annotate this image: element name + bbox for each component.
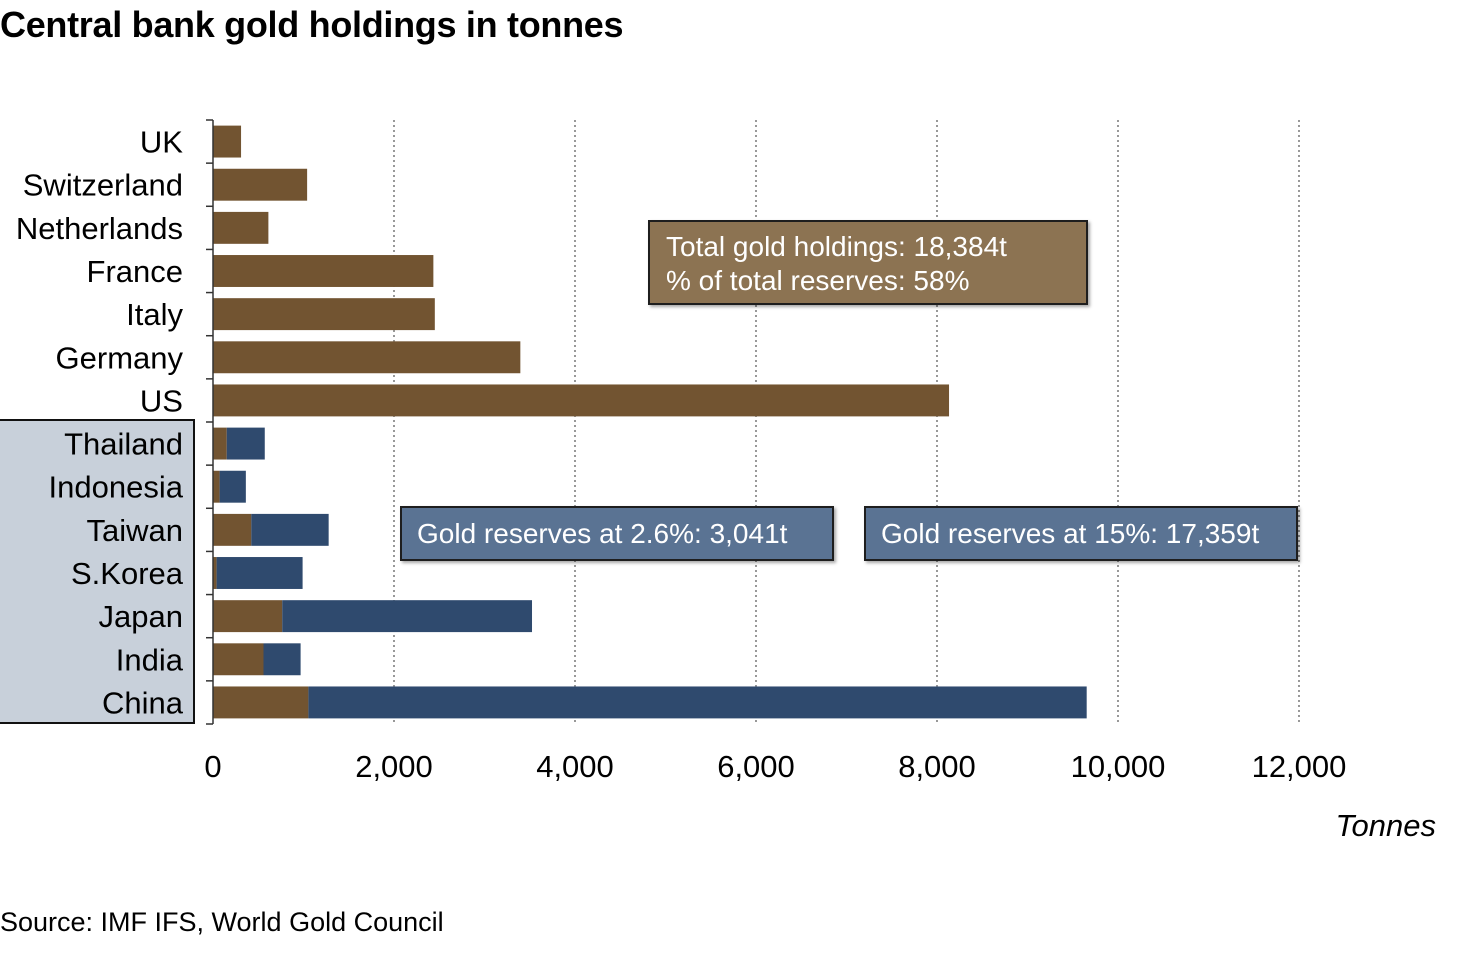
bar-segment [219,470,246,503]
labels: 0 2,000 4,000 6,000 8,000 10,000 12,000 UK Switz… [16,125,1347,784]
bar-segment [213,298,435,331]
bar-segment [216,557,303,589]
bar-segment [213,686,309,719]
bar-segment [282,600,533,633]
reserves-share-text: % of total reserves: 58% [666,265,970,296]
x-tick-label: 8,000 [898,749,976,784]
category-label: Indonesia [49,470,184,505]
bar-segment [213,341,521,374]
low-reserves-text: Gold reserves at 2.6%: 3,041t [417,518,788,549]
category-label: US [140,383,183,418]
gridlines [393,120,1300,724]
bar-segment [213,211,269,244]
x-tick-label: 12,000 [1252,749,1347,784]
category-label: China [102,685,184,720]
x-tick-label: 4,000 [536,749,614,784]
x-tick-label: 0 [204,749,221,784]
category-label: Germany [56,340,184,375]
category-label: UK [140,125,183,160]
bar-segment [263,643,301,676]
bar-segment [213,125,242,158]
bar-segment [213,427,227,460]
bars [213,125,1087,719]
category-label: Japan [99,599,183,634]
bar-segment [213,513,252,546]
bar-segment [213,255,434,287]
highlight-panel [0,419,195,724]
category-label: Switzerland [23,168,183,203]
chart-title: Central bank gold holdings in tonnes [0,4,624,45]
bar-segment [213,470,220,503]
category-label: S.Korea [71,556,184,591]
x-tick-label: 2,000 [355,749,433,784]
category-label: Netherlands [16,211,183,246]
x-axis-label: Tonnes [1335,808,1436,843]
high-reserves-text: Gold reserves at 15%: 17,359t [881,518,1260,549]
bar-segment [213,168,308,201]
bar-segment [213,643,264,676]
category-label: France [87,254,183,289]
bar-segment [213,557,217,589]
bar-segment [251,513,329,546]
bar-segment [226,427,265,460]
bar-segment [308,686,1087,719]
category-label: India [116,642,184,677]
total-holdings-callout: Total gold holdings: 18,384t % of total … [648,220,1088,305]
high-reserves-callout: Gold reserves at 15%: 17,359t [864,506,1298,561]
axes [206,119,214,725]
total-holdings-text: Total gold holdings: 18,384t [666,231,1007,262]
low-reserves-callout: Gold reserves at 2.6%: 3,041t [400,506,834,561]
source-note: Source: IMF IFS, World Gold Council [0,907,444,937]
category-label: Thailand [64,427,183,462]
category-label: Taiwan [87,513,184,548]
x-tick-label: 10,000 [1071,749,1166,784]
bar-segment [213,384,950,417]
x-tick-label: 6,000 [717,749,795,784]
category-label: Italy [126,297,183,332]
bar-segment [213,600,283,633]
